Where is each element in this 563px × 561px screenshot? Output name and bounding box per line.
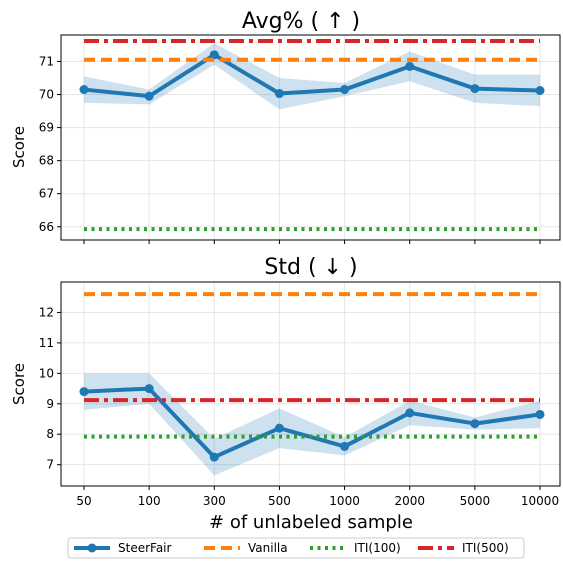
avg-steerfair-point bbox=[209, 50, 219, 60]
legend-vanilla-label: Vanilla bbox=[248, 541, 288, 555]
std-axes-frame bbox=[60, 281, 561, 487]
std-panel: Std ( ↓ ) Score # of unlabeled sample 7 8… bbox=[10, 255, 561, 533]
avg-steerfair-point bbox=[79, 85, 89, 95]
avg-ytick-label: 68 bbox=[39, 154, 54, 168]
avg-ytick-label: 71 bbox=[39, 54, 54, 68]
avg-ytick-label: 69 bbox=[39, 121, 54, 135]
avg-steerfair-point bbox=[340, 85, 350, 95]
xtick-label: 300 bbox=[203, 494, 226, 508]
std-ytick-label: 9 bbox=[46, 397, 54, 411]
x-axis-label: # of unlabeled sample bbox=[209, 512, 413, 533]
legend-iti-100-label: ITI(100) bbox=[354, 541, 401, 555]
avg-steerfair-point bbox=[405, 61, 415, 71]
std-panel-ylabel: Score bbox=[10, 363, 28, 405]
xtick-label: 100 bbox=[138, 494, 161, 508]
avg-panel-title: Avg% ( ↑ ) bbox=[242, 9, 360, 34]
avg-panel-ylabel: Score bbox=[10, 126, 28, 168]
xtick-label: 500 bbox=[268, 494, 291, 508]
std-steerfair-point bbox=[209, 452, 219, 462]
std-ytick-label: 8 bbox=[46, 427, 54, 441]
avg-steerfair-point bbox=[274, 89, 284, 99]
std-panel-title: Std ( ↓ ) bbox=[264, 255, 357, 280]
legend-box bbox=[67, 537, 525, 559]
std-steerfair-point bbox=[405, 408, 415, 418]
std-ytick-label: 7 bbox=[46, 458, 54, 472]
avg-axes-frame bbox=[60, 34, 561, 241]
avg-steerfair-band bbox=[84, 43, 540, 110]
avg-steerfair-point bbox=[470, 84, 480, 94]
std-steerfair-point bbox=[535, 409, 545, 419]
avg-steerfair-point bbox=[144, 91, 154, 101]
xtick-label: 1000 bbox=[329, 494, 360, 508]
xtick-label: 10000 bbox=[521, 494, 559, 508]
avg-ytick-label: 70 bbox=[39, 88, 54, 102]
std-steerfair-point bbox=[274, 423, 284, 433]
legend-iti-500-label: ITI(500) bbox=[462, 541, 509, 555]
legend: SteerFair Vanilla ITI(100) ITI(500) bbox=[67, 537, 525, 559]
std-steerfair-point bbox=[144, 384, 154, 394]
xtick-label: 5000 bbox=[460, 494, 491, 508]
xtick-label: 2000 bbox=[394, 494, 425, 508]
std-ytick-label: 10 bbox=[39, 366, 54, 380]
avg-ytick-label: 66 bbox=[39, 220, 54, 234]
std-steerfair-point bbox=[470, 419, 480, 429]
legend-steerfair-marker bbox=[87, 543, 97, 553]
avg-panel: Avg% ( ↑ ) Score 66 67 68 69 70 71 bbox=[10, 9, 561, 244]
xtick-label: 50 bbox=[76, 494, 91, 508]
std-steerfair-point bbox=[340, 441, 350, 451]
avg-steerfair-line bbox=[83, 52, 541, 99]
std-steerfair-point bbox=[79, 387, 89, 397]
legend-steerfair-label: SteerFair bbox=[118, 541, 172, 555]
std-ytick-label: 11 bbox=[39, 336, 54, 350]
std-steerfair-band bbox=[84, 373, 540, 476]
std-ytick-label: 12 bbox=[39, 305, 54, 319]
avg-ytick-label: 67 bbox=[39, 187, 54, 201]
avg-steerfair-point bbox=[535, 86, 545, 96]
